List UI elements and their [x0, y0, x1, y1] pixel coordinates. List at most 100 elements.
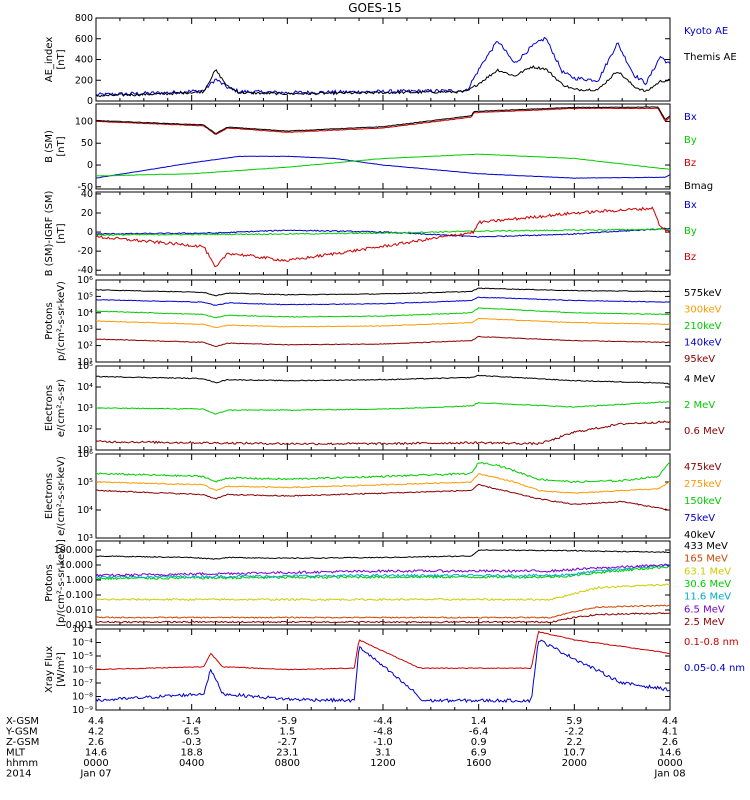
y-axis-label: Electrons	[44, 385, 55, 431]
x-row-value: 4.1	[662, 727, 678, 738]
y-tick-label: 0.010	[66, 605, 93, 616]
panel-frame	[95, 453, 671, 539]
x-row-value: -2.2	[565, 727, 585, 738]
x-row-value: 1.4	[471, 716, 487, 727]
x-row-value: Jan 07	[79, 769, 111, 780]
y-tick-label: 10⁻⁹	[72, 705, 93, 716]
series-line-themis-ae	[96, 65, 670, 98]
y-axis-unit: [p/(cm²-s-sr-keV)]	[56, 539, 67, 627]
series-line-bx	[96, 227, 670, 238]
panel-2: -40 -20 0 20 40 B (SM)-IGRF (SM) [nT] Bx By Bz	[44, 189, 697, 276]
x-axis-table: X-GSM 4.4 -1.4 -5.9 -4.4 1.4 5.9 4.4 Y-GSM 4.2 6.5…	[5, 716, 686, 780]
series-line-by	[96, 153, 670, 177]
series-line-300kev	[96, 317, 670, 329]
x-row-value: 4.4	[88, 716, 104, 727]
series-line-275kev	[96, 473, 670, 495]
x-row-value: 1600	[466, 758, 491, 769]
series-line-bx	[96, 155, 670, 179]
legend-entry: 4 MeV	[684, 374, 715, 385]
y-tick-label: 100.000	[54, 545, 93, 556]
y-tick-label: 0	[87, 227, 93, 238]
y-tick-label: 10¹	[77, 445, 93, 456]
y-tick-label: 10⁶	[77, 449, 93, 460]
x-row-value: 18.8	[181, 748, 203, 759]
x-row-value: -2.7	[278, 737, 298, 748]
panel-5: 10³ 10⁴ 10⁵ 10⁶ Electrons e/(cm²-s-sr-keV) 475…	[44, 449, 722, 544]
legend-entry: 6.5 MeV	[684, 604, 725, 615]
legend-entry: 433 MeV	[684, 541, 728, 552]
y-axis-unit: [nT]	[56, 136, 67, 156]
legend-entry: 75keV	[684, 513, 715, 524]
panel-frame	[95, 17, 671, 102]
x-row-value: 1200	[370, 758, 395, 769]
x-row-value: 0000	[657, 758, 682, 769]
y-tick-label: 10⁻⁴	[72, 638, 93, 649]
legend-entry: 0.1-0.8 nm	[684, 637, 739, 648]
y-tick-label: 10⁻⁶	[72, 665, 93, 676]
x-row-value: 2.6	[88, 737, 104, 748]
x-row-value: -4.8	[373, 727, 393, 738]
legend-entry: 0.6 MeV	[684, 426, 725, 437]
series-line-6-5-mev	[96, 563, 670, 578]
legend-entry: 2 MeV	[684, 400, 715, 411]
y-tick-label: 10²	[77, 341, 93, 352]
series-line-150kev	[96, 461, 670, 484]
x-row-value: -1.4	[182, 716, 202, 727]
y-tick-label: 0.100	[66, 590, 93, 601]
legend-entry: Bz	[684, 158, 696, 169]
series-line-bz	[96, 107, 670, 135]
y-tick-label: 10⁻³	[72, 624, 93, 635]
series-line-bmag	[96, 106, 670, 134]
x-row-value: 23.1	[276, 748, 298, 759]
x-row-value: 2.2	[566, 737, 582, 748]
x-row-value: -6.4	[469, 727, 489, 738]
y-axis-unit: [nT]	[56, 223, 67, 243]
y-axis-label: B (SM)	[44, 130, 55, 163]
x-row-value: -1.0	[373, 737, 393, 748]
x-row-label: hhmm	[6, 758, 38, 769]
y-tick-label: 20	[81, 208, 93, 219]
y-tick-label: 0.001	[66, 620, 93, 631]
x-row-value: 0.9	[471, 737, 487, 748]
y-axis-unit: p/(cm²-s-sr-keV)	[56, 281, 67, 361]
x-row-value: 2.6	[662, 737, 678, 748]
legend-entry: 210keV	[684, 321, 722, 332]
legend-entry: 40keV	[684, 530, 715, 541]
y-tick-label: 40	[81, 189, 93, 200]
x-row-label: MLT	[6, 748, 26, 759]
x-row-value: 5.9	[566, 716, 582, 727]
x-row-value: -5.9	[278, 716, 298, 727]
series-line-bz	[96, 206, 670, 268]
series-line-575kev	[96, 287, 670, 297]
chart-title: GOES-15	[348, 1, 402, 15]
y-tick-label: 10⁻⁵	[72, 651, 93, 662]
series-line-433-mev	[96, 549, 670, 560]
series-line-165-mev	[96, 604, 670, 619]
x-row-value: 1.5	[279, 727, 295, 738]
x-row-label: 2014	[6, 769, 31, 780]
y-tick-label: 200	[75, 75, 93, 86]
x-row-value: 0400	[179, 758, 204, 769]
y-tick-label: 10⁴	[77, 382, 93, 393]
panel-frame	[95, 540, 671, 626]
y-axis-label: B (SM)-IGRF (SM)	[44, 191, 55, 277]
series-line-by	[96, 228, 670, 236]
x-row-value: 0000	[83, 758, 108, 769]
y-tick-label: 10⁴	[77, 505, 93, 516]
series-line-2-mev	[96, 401, 670, 415]
y-tick-label: 10³	[77, 403, 93, 414]
legend-entry: 0.05-0.4 nm	[684, 663, 745, 674]
panel-4: 10¹ 10² 10³ 10⁴ 10⁵ Electrons e/(cm²-s-sr) 4 Me…	[44, 361, 725, 456]
series-line-475kev	[96, 483, 670, 511]
y-tick-label: 400	[75, 55, 93, 66]
panel-7: 10⁻⁹ 10⁻⁸ 10⁻⁷ 10⁻⁶ 10⁻⁵ 10⁻⁴ 10⁻³ Xray Flux [W/…	[44, 624, 745, 716]
y-tick-label: 10³	[77, 533, 93, 544]
x-row-label: Y-GSM	[5, 727, 38, 738]
series-line-0-1-0-8-nm	[96, 630, 670, 671]
series-line-0-05-0-4-nm	[96, 639, 670, 704]
x-row-value: 6.9	[471, 748, 487, 759]
y-axis-label: Protons	[44, 564, 55, 601]
y-axis-label: Xray Flux	[44, 646, 55, 693]
series-line-11-6-mev	[96, 563, 670, 579]
